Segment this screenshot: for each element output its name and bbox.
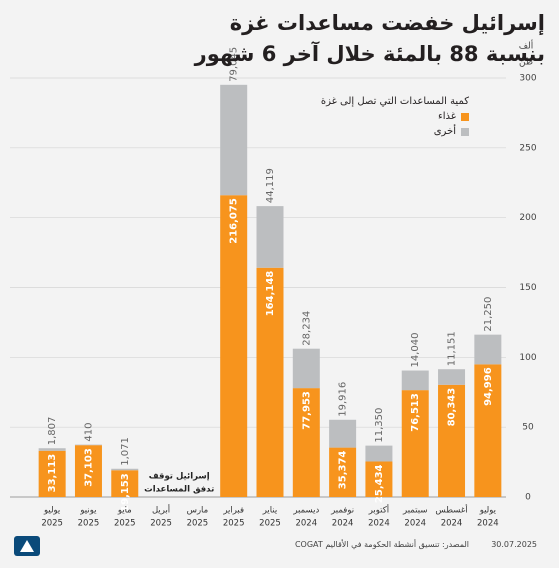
x-tick-label: مارس	[187, 506, 209, 516]
bar-segment	[401, 390, 429, 497]
bar-segment	[438, 384, 466, 497]
bar-segment	[365, 461, 393, 497]
bar-segment	[329, 419, 357, 448]
x-tick-label: أكتوبر	[368, 504, 389, 516]
y-tick-label: 300	[519, 74, 536, 84]
bar-segment	[292, 388, 320, 497]
bar-segment	[111, 470, 139, 497]
legend-label: أخرى	[433, 126, 456, 137]
x-tick-label: مايو	[117, 506, 132, 516]
bar-segment	[38, 450, 66, 497]
y-axis-label: ألف	[519, 40, 534, 52]
date: 30.07.2025	[491, 540, 537, 549]
x-tick-label: فبراير	[222, 506, 244, 516]
x-tick-label: أغسطس	[435, 504, 467, 516]
bar-segment	[38, 448, 66, 451]
value-label: 28,234	[301, 311, 312, 346]
y-axis-label: طن	[519, 58, 533, 68]
y-tick-label: 50	[522, 423, 534, 433]
annotation: إسرائيل توقف	[149, 472, 210, 482]
bar-segment	[329, 447, 357, 497]
legend-title: كمية المساعدات التي تصل إلى غزة	[320, 96, 469, 107]
x-tick-label: 2025	[259, 519, 281, 529]
title: إسرائيل خفضت مساعدات غزة بنسبة 88 بالمئة…	[195, 8, 545, 70]
bar-segment	[474, 364, 502, 497]
value-label: 25,434	[374, 464, 385, 503]
legend-swatch	[461, 112, 469, 121]
value-label: 1,071	[120, 437, 131, 466]
value-label: 11,350	[374, 408, 385, 443]
x-tick-label: 2024	[295, 519, 317, 529]
value-label: 1,807	[47, 417, 58, 446]
x-tick-label: 2025	[114, 519, 136, 529]
x-tick-label: 2025	[41, 519, 63, 529]
x-tick-label: 2024	[477, 519, 499, 529]
legend-label: غذاء	[438, 111, 456, 122]
value-label: 80,343	[447, 388, 458, 427]
value-label: 19,916	[338, 382, 349, 417]
x-tick-label: يوليو	[479, 506, 497, 516]
x-tick-label: يوليو	[43, 506, 61, 516]
y-tick-label: 100	[519, 353, 536, 363]
y-tick-label: 0	[525, 493, 531, 503]
x-tick-label: 2025	[187, 519, 209, 529]
legend-item: غذاء	[321, 109, 469, 124]
bar-segment	[256, 267, 284, 497]
bar-segment	[365, 445, 393, 462]
x-tick-label: يناير	[262, 506, 278, 516]
value-label: 94,996	[483, 367, 494, 406]
x-tick-label: ديسمبر	[292, 506, 319, 516]
title-line: إسرائيل خفضت مساعدات غزة	[229, 11, 545, 35]
legend-swatch	[461, 127, 469, 136]
value-label: 77,953	[301, 391, 312, 430]
legend: كمية المساعدات التي تصل إلى غزة غذاء أخرى	[321, 94, 469, 139]
value-label: 79,045	[229, 47, 240, 82]
value-label: 76,513	[410, 393, 421, 432]
source: المصدر: تنسيق أنشطة الحكومة في الأقاليم …	[294, 540, 469, 549]
legend-item: أخرى	[321, 124, 469, 139]
x-tick-label: سبتمبر	[402, 506, 427, 516]
x-tick-label: 2025	[78, 519, 100, 529]
bar-segment	[111, 468, 139, 471]
x-tick-label: 2025	[223, 519, 245, 529]
bar-segment	[256, 206, 284, 268]
x-tick-label: 2025	[150, 519, 172, 529]
value-label: 410	[83, 423, 94, 442]
value-label: 164,148	[265, 271, 276, 317]
x-tick-label: 2024	[441, 519, 463, 529]
value-label: 33,113	[47, 454, 58, 493]
value-label: 44,119	[265, 168, 276, 203]
value-label: 35,374	[338, 451, 349, 490]
value-label: 37,103	[83, 448, 94, 487]
bar-segment	[401, 370, 429, 391]
y-tick-label: 150	[519, 283, 536, 293]
x-tick-label: 2024	[332, 519, 354, 529]
bar-segment	[220, 195, 248, 497]
bar-segment	[438, 369, 466, 385]
value-label: 19,153	[120, 473, 131, 512]
x-tick-label: نوفمبر	[330, 506, 354, 516]
y-tick-label: 250	[519, 143, 536, 153]
x-tick-label: أبريل	[152, 504, 170, 516]
x-tick-label: يونيو	[79, 506, 97, 516]
annotation: تدفق المساعدات	[144, 485, 214, 495]
bar-segment	[220, 84, 248, 196]
value-label: 14,040	[410, 333, 421, 368]
value-label: 216,075	[229, 198, 240, 244]
bar-segment	[74, 445, 102, 497]
bar-segment	[292, 348, 320, 389]
y-tick-label: 200	[519, 213, 536, 223]
title-line: بنسبة 88 بالمئة خلال آخر 6 شهور	[194, 42, 545, 66]
value-label: 21,250	[483, 297, 494, 332]
bar-segment	[474, 334, 502, 365]
logo-mark	[20, 540, 34, 552]
value-label: 11,151	[447, 331, 458, 366]
x-tick-label: 2024	[404, 519, 426, 529]
bar-segment	[74, 444, 102, 446]
x-tick-label: 2024	[368, 519, 390, 529]
